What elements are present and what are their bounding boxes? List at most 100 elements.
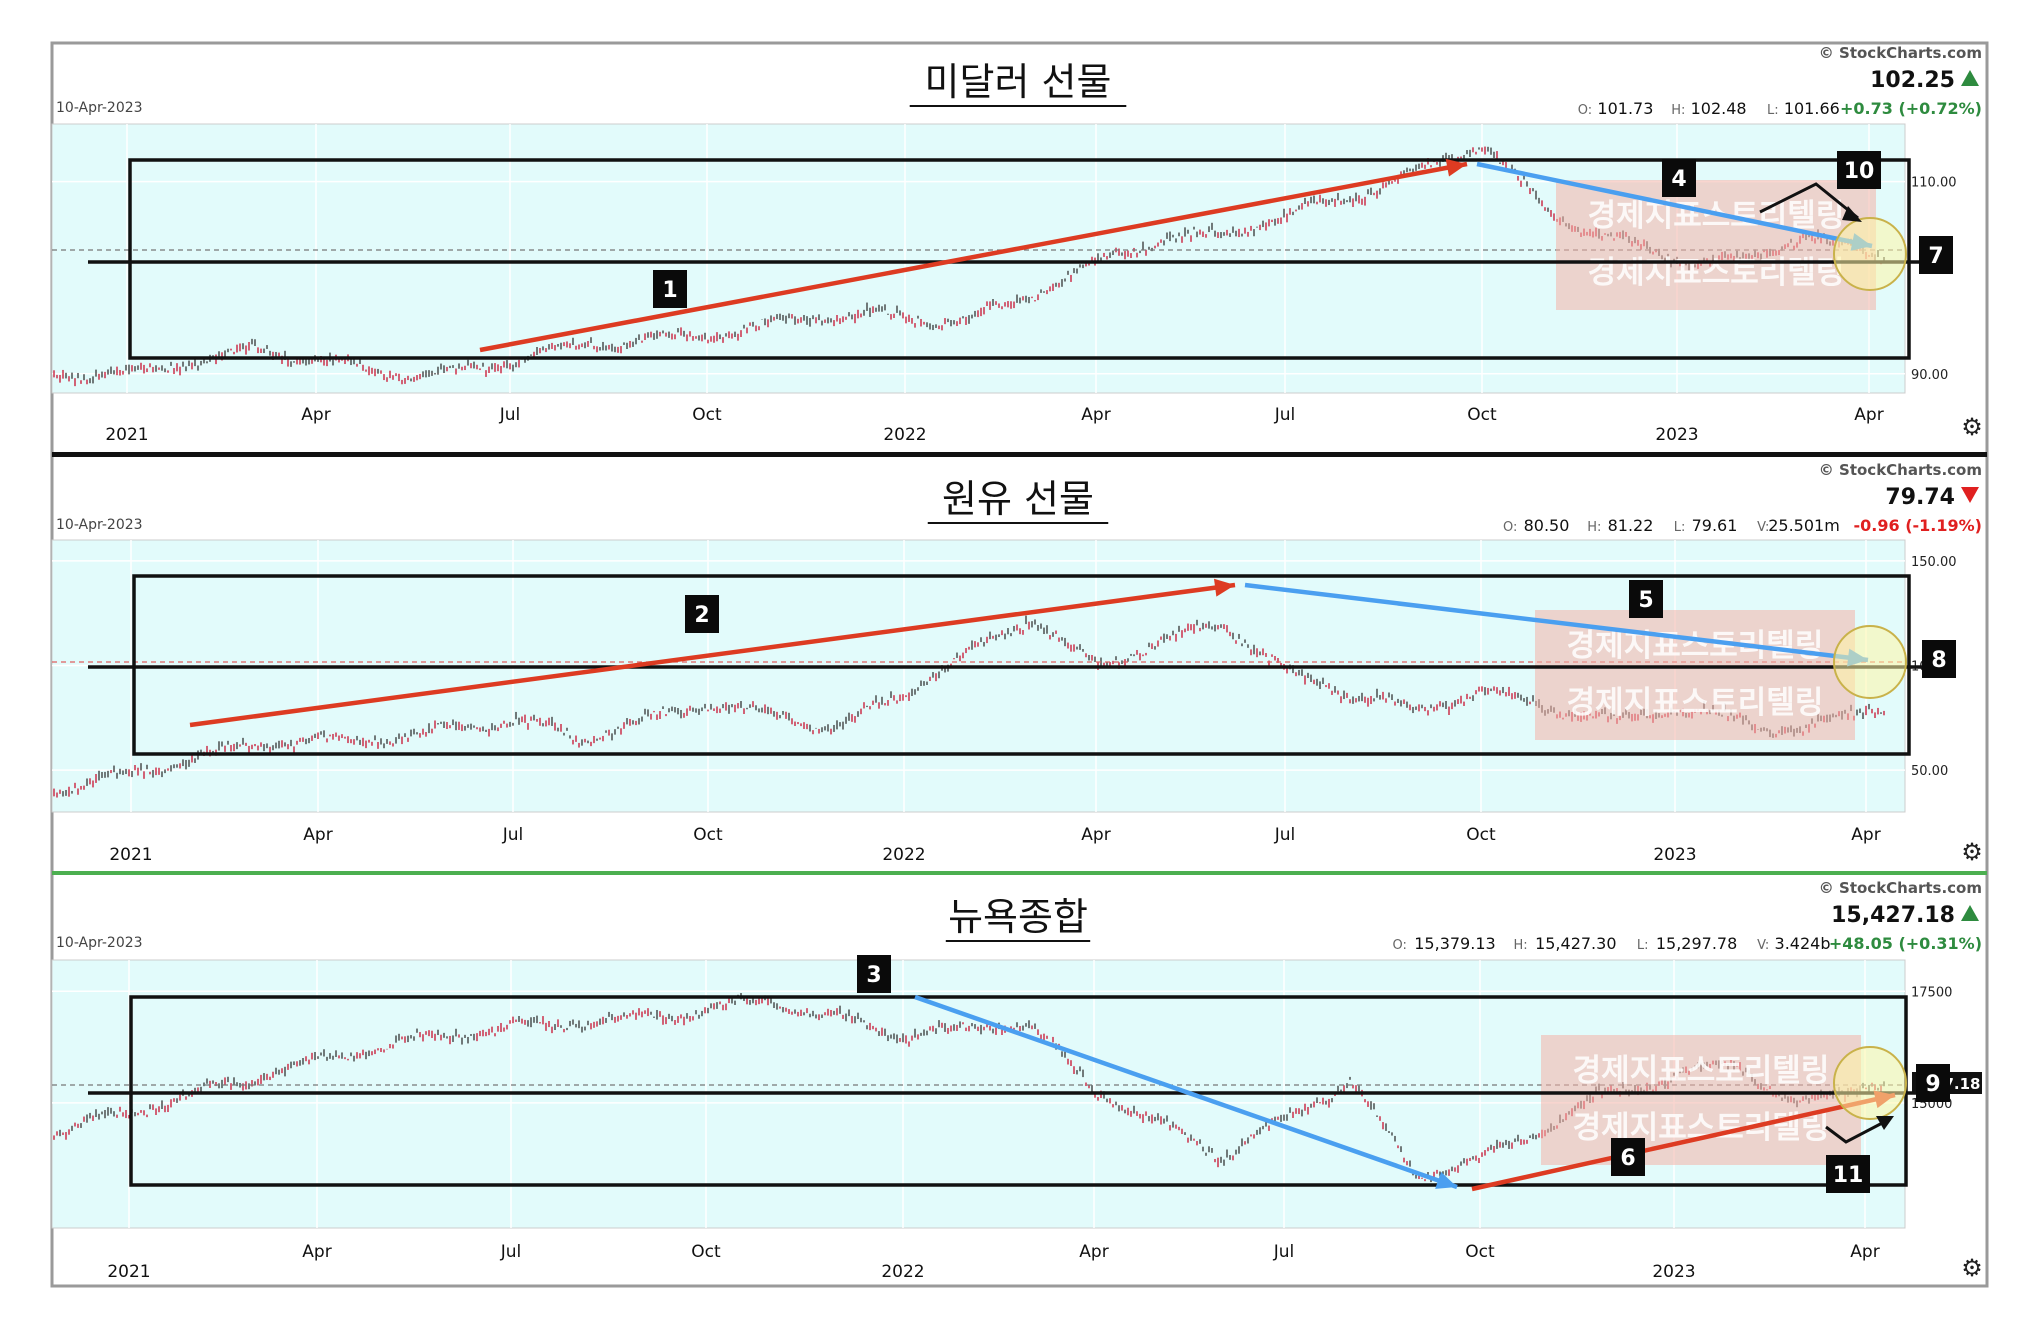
y-tick-label: 17500: [1911, 985, 1952, 1000]
annotation-marker: [1611, 1138, 1645, 1176]
annotation-number: 3: [866, 963, 881, 988]
ohlc-label: O:: [1578, 103, 1592, 118]
ohlc-value: 101.66: [1784, 99, 1840, 118]
chart-date: 10-Apr-2023: [56, 517, 143, 533]
hook-arrow: [1759, 182, 1859, 220]
panel-divider: [52, 871, 1987, 875]
price-change: +48.05 (+0.31%): [1829, 934, 1982, 953]
x-tick-label: Apr: [1851, 825, 1880, 845]
annotation-number: 2: [694, 603, 709, 628]
y-tick-label: 90.00: [1911, 368, 1948, 383]
x-tick-label: Apr: [302, 1242, 331, 1262]
annotation-marker: [653, 270, 687, 308]
last-price: 79.74: [1885, 485, 1955, 510]
x-tick-label: Jul: [1274, 825, 1296, 845]
panel-title: 뉴욕종합: [948, 895, 1088, 939]
chart-date: 10-Apr-2023: [56, 935, 143, 951]
ohlc-label: H:: [1587, 520, 1601, 535]
annotation-number: 5: [1638, 588, 1653, 613]
chart-date: 10-Apr-2023: [56, 100, 143, 116]
panel-divider: [52, 452, 1987, 457]
watermark-text: 경제지표스토리텔링: [1588, 198, 1845, 234]
ohlc-label: O:: [1393, 938, 1407, 953]
annotation-marker: [1629, 580, 1663, 618]
x-tick-label: Jul: [1273, 1242, 1295, 1262]
ohlc-label: L:: [1674, 520, 1686, 535]
arrowhead-icon: [1876, 1116, 1894, 1130]
x-tick-label: Jul: [500, 1242, 522, 1262]
annotation-marker: [1662, 159, 1696, 197]
range-box: [128, 158, 1911, 360]
chart-panel-1: 미달러 선물 10-Apr-2023 © StockCharts.com 102.25…: [51, 44, 1983, 445]
range-box: [132, 574, 1911, 756]
x-tick-label: 2023: [1652, 1262, 1695, 1282]
last-price: 15,427.18: [1831, 903, 1955, 928]
ohlc-label: L:: [1767, 103, 1779, 118]
x-tick-label: 2023: [1653, 845, 1696, 865]
watermark-box: [1541, 1035, 1861, 1165]
y-tick-label: 110.00: [1911, 176, 1957, 191]
ohlc-label: O:: [1503, 520, 1517, 535]
highlight-circle: [1833, 625, 1907, 699]
last-price: 102.25: [1870, 68, 1955, 93]
ohlc-label: H:: [1514, 938, 1528, 953]
annotation-marker: [857, 955, 891, 993]
gear-icon: ⚙: [1961, 838, 1983, 866]
x-tick-label: Jul: [1274, 405, 1296, 425]
ohlc-label: V:: [1757, 938, 1769, 953]
ohlc-value: 80.50: [1524, 516, 1570, 535]
price-change: -0.96 (-1.19%): [1854, 516, 1982, 535]
annotation-marker: [1922, 640, 1956, 678]
annotation-number: 9: [1925, 1072, 1940, 1097]
x-tick-label: Apr: [1081, 405, 1110, 425]
hook-arrow: [1825, 1118, 1889, 1144]
arrowhead-icon: [1435, 1171, 1457, 1189]
annotation-marker: [685, 595, 719, 633]
ohlc-value: 25.501m: [1768, 516, 1840, 535]
ohlc-value: 15,379.13: [1414, 934, 1495, 953]
x-tick-label: Apr: [1079, 1242, 1108, 1262]
x-tick-label: Apr: [1854, 405, 1883, 425]
x-tick-label: Oct: [692, 405, 722, 425]
x-tick-label: Apr: [303, 825, 332, 845]
gear-icon: ⚙: [1961, 1254, 1983, 1282]
highlight-circle: [1833, 1046, 1907, 1120]
ohlc-label: V:: [1757, 520, 1769, 535]
x-tick-label: 2022: [881, 1262, 924, 1282]
ohlc-value: 101.73: [1597, 99, 1653, 118]
up-arrow-icon: [1961, 70, 1979, 86]
watermark-text: 경제지표스토리텔링: [1567, 685, 1824, 721]
x-tick-label: Oct: [1465, 1242, 1495, 1262]
watermark-text: 경제지표스토리텔링: [1573, 1053, 1830, 1089]
chart-panel-2: 원유 선물 10-Apr-2023 © StockCharts.com 79.74 -0…: [51, 461, 1983, 866]
x-tick-label: Apr: [1081, 825, 1110, 845]
x-tick-label: Apr: [1850, 1242, 1879, 1262]
annotation-number: 11: [1833, 1163, 1864, 1188]
watermark-box: [1556, 180, 1876, 310]
x-tick-label: 2021: [105, 425, 148, 445]
gear-icon: ⚙: [1961, 413, 1983, 441]
arrowhead-icon: [1213, 578, 1235, 597]
ohlc-value: 3.424b: [1775, 934, 1831, 953]
trend-arrow: [1244, 582, 1869, 663]
y-tick-label: 150.00: [1911, 555, 1957, 570]
down-arrow-icon: [1961, 487, 1979, 503]
x-tick-label: 2022: [883, 425, 926, 445]
watermark-box: [1535, 610, 1855, 740]
value-tag-text: 7.18: [1943, 1075, 1980, 1093]
ohlc-value: 15,297.78: [1656, 934, 1737, 953]
x-tick-label: 2022: [882, 845, 925, 865]
x-tick-label: Oct: [1466, 825, 1496, 845]
trend-arrow: [914, 994, 1458, 1190]
trend-arrow: [1476, 161, 1873, 249]
ohlc-value: 79.61: [1692, 516, 1738, 535]
price-change: +0.73 (+0.72%): [1840, 99, 1982, 118]
up-arrow-icon: [1961, 905, 1979, 921]
annotation-marker: [1826, 1155, 1870, 1193]
x-tick-label: 2021: [107, 1262, 150, 1282]
annotation-number: 1: [662, 278, 677, 303]
x-tick-label: 2023: [1655, 425, 1698, 445]
